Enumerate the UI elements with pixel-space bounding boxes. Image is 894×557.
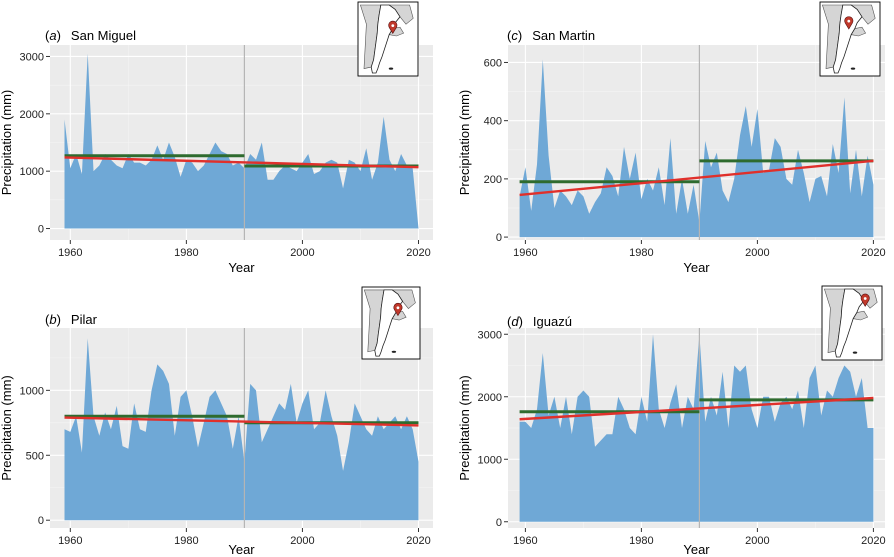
trend-line xyxy=(519,396,874,421)
y-tick-label: 1000 xyxy=(20,166,44,178)
island-shape xyxy=(850,67,856,70)
y-tick-label: 600 xyxy=(484,57,502,69)
x-tick-label: 1960 xyxy=(58,247,82,259)
trend-line xyxy=(64,416,419,427)
x-tick-label: 1960 xyxy=(58,535,82,547)
y-tick-label: 200 xyxy=(484,174,502,186)
x-tick-label: 1980 xyxy=(174,535,198,547)
y-tick-label: 400 xyxy=(484,116,502,128)
x-tick-label: 1980 xyxy=(629,535,653,547)
trend-line xyxy=(64,156,419,169)
x-tick-label: 2020 xyxy=(406,535,430,547)
x-tick-label: 1960 xyxy=(513,535,537,547)
locator-map xyxy=(819,1,881,77)
island-shape xyxy=(391,350,397,353)
x-tick-label: 2000 xyxy=(745,247,769,259)
island-shape xyxy=(388,67,394,70)
panel-c: 0 200 400 600 1960 1980 2000 2020 Year Precipitat… xyxy=(457,1,886,275)
y-axis-title: Precipitation (mm) xyxy=(457,90,472,195)
y-tick-label: 0 xyxy=(496,232,502,244)
x-tick-label: 2020 xyxy=(861,535,885,547)
locator-map xyxy=(821,285,883,361)
panel-a: 0 1000 2000 3000 1960 1980 2000 2020 Year Precipi… xyxy=(0,1,433,275)
island-shape xyxy=(852,351,858,354)
y-tick-label: 1000 xyxy=(478,454,502,466)
y-axis-title: Precipitation (mm) xyxy=(0,90,14,195)
x-tick-label: 2000 xyxy=(745,535,769,547)
trend-line xyxy=(519,159,874,197)
argentina-shape xyxy=(834,288,865,358)
x-axis-title: Year xyxy=(683,260,710,275)
x-tick-label: 2000 xyxy=(290,535,314,547)
x-axis-title: Year xyxy=(228,542,255,557)
panel-title: (d) Iguazú xyxy=(507,314,572,329)
y-tick-label: 3000 xyxy=(20,51,44,63)
y-tick-label: 0 xyxy=(38,224,44,236)
x-tick-label: 1960 xyxy=(513,247,537,259)
panel-title: (b) Pilar xyxy=(45,312,98,327)
x-tick-label: 1980 xyxy=(174,247,198,259)
y-tick-label: 0 xyxy=(496,517,502,529)
location-pin-dot xyxy=(847,19,851,23)
location-pin-icon xyxy=(388,20,398,35)
locator-map xyxy=(361,286,421,360)
x-tick-label: 2000 xyxy=(290,247,314,259)
locator-map xyxy=(357,1,419,77)
precipitation-area xyxy=(519,334,874,522)
panel-b: 0 500 1000 1960 1980 2000 2020 Year Precipitatio… xyxy=(0,286,433,557)
x-axis-title: Year xyxy=(683,542,710,557)
panel-title: (c) San Martin xyxy=(507,28,595,43)
y-tick-label: 1000 xyxy=(20,385,44,397)
y-tick-label: 0 xyxy=(38,515,44,527)
y-tick-label: 2000 xyxy=(20,109,44,121)
location-pin-dot xyxy=(391,24,395,28)
x-tick-label: 1980 xyxy=(629,247,653,259)
location-pin-icon xyxy=(393,303,403,317)
location-pin-dot xyxy=(396,306,400,310)
y-tick-label: 500 xyxy=(26,450,44,462)
precipitation-area xyxy=(64,338,419,521)
y-tick-label: 2000 xyxy=(478,392,502,404)
precipitation-area xyxy=(519,59,874,238)
panel-title: (a) San Miguel xyxy=(45,28,136,43)
y-axis-title: Precipitation (mm) xyxy=(457,375,472,480)
location-pin-icon xyxy=(844,16,854,30)
x-tick-label: 2020 xyxy=(406,247,430,259)
argentina-shape xyxy=(832,4,863,74)
x-tick-label: 2020 xyxy=(861,247,885,259)
y-axis-title: Precipitation (mm) xyxy=(0,375,14,480)
precipitation-area xyxy=(64,53,419,229)
location-pin-dot xyxy=(863,297,867,300)
y-tick-label: 3000 xyxy=(478,329,502,341)
x-axis-title: Year xyxy=(228,260,255,275)
panel-d: 0 1000 2000 3000 1960 1980 2000 2020 Year Precipi… xyxy=(457,285,886,557)
location-pin-icon xyxy=(860,293,870,307)
